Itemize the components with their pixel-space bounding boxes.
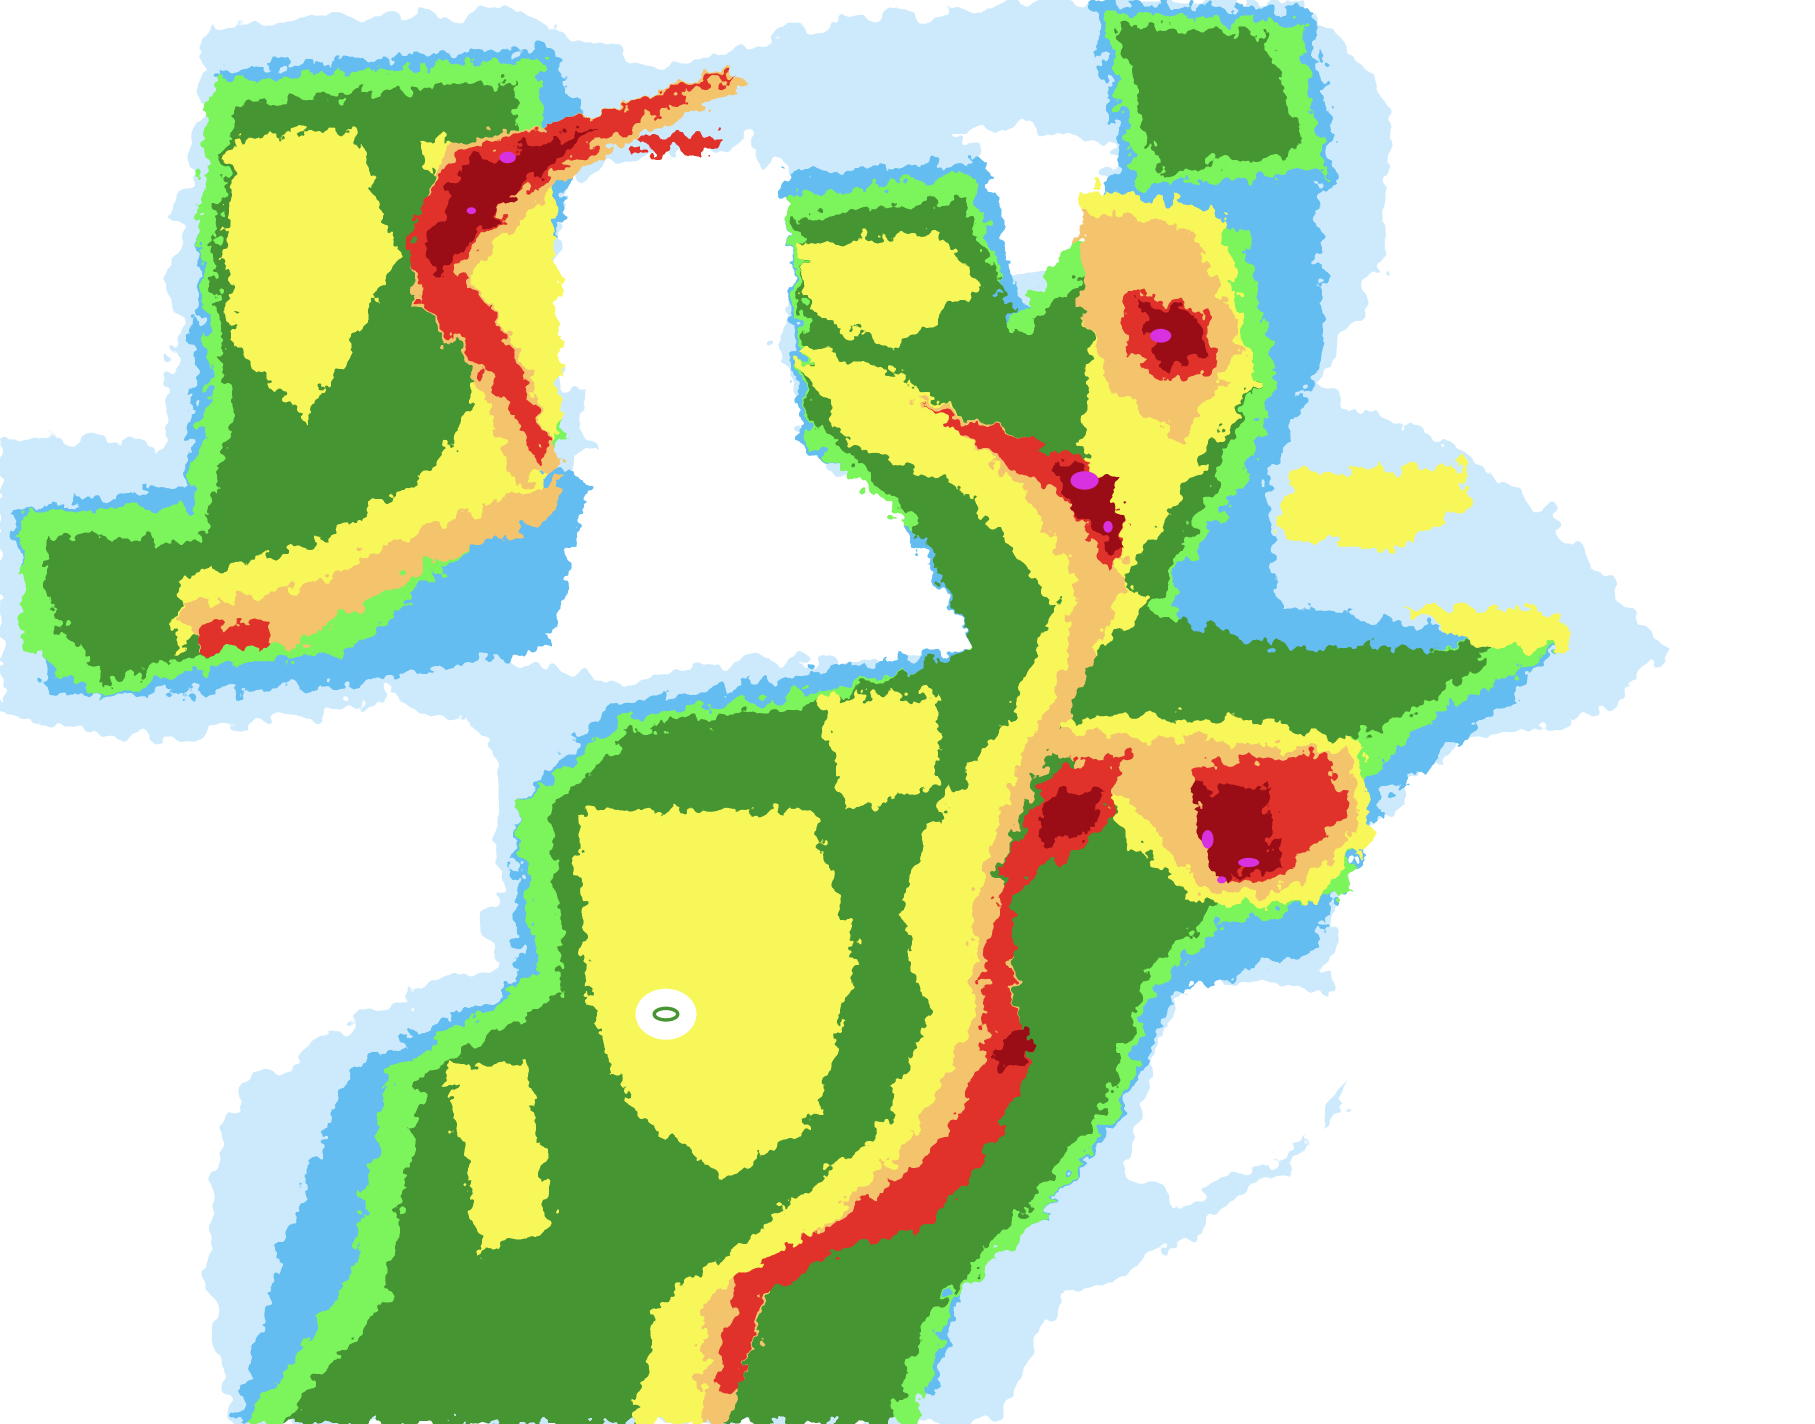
precip-extreme-magenta: [466, 151, 1260, 884]
radar-site-ring-icon[interactable]: [635, 988, 697, 1040]
precip-intense-dark-red: [422, 127, 1279, 1071]
clear-areas: [0, 127, 1361, 1205]
